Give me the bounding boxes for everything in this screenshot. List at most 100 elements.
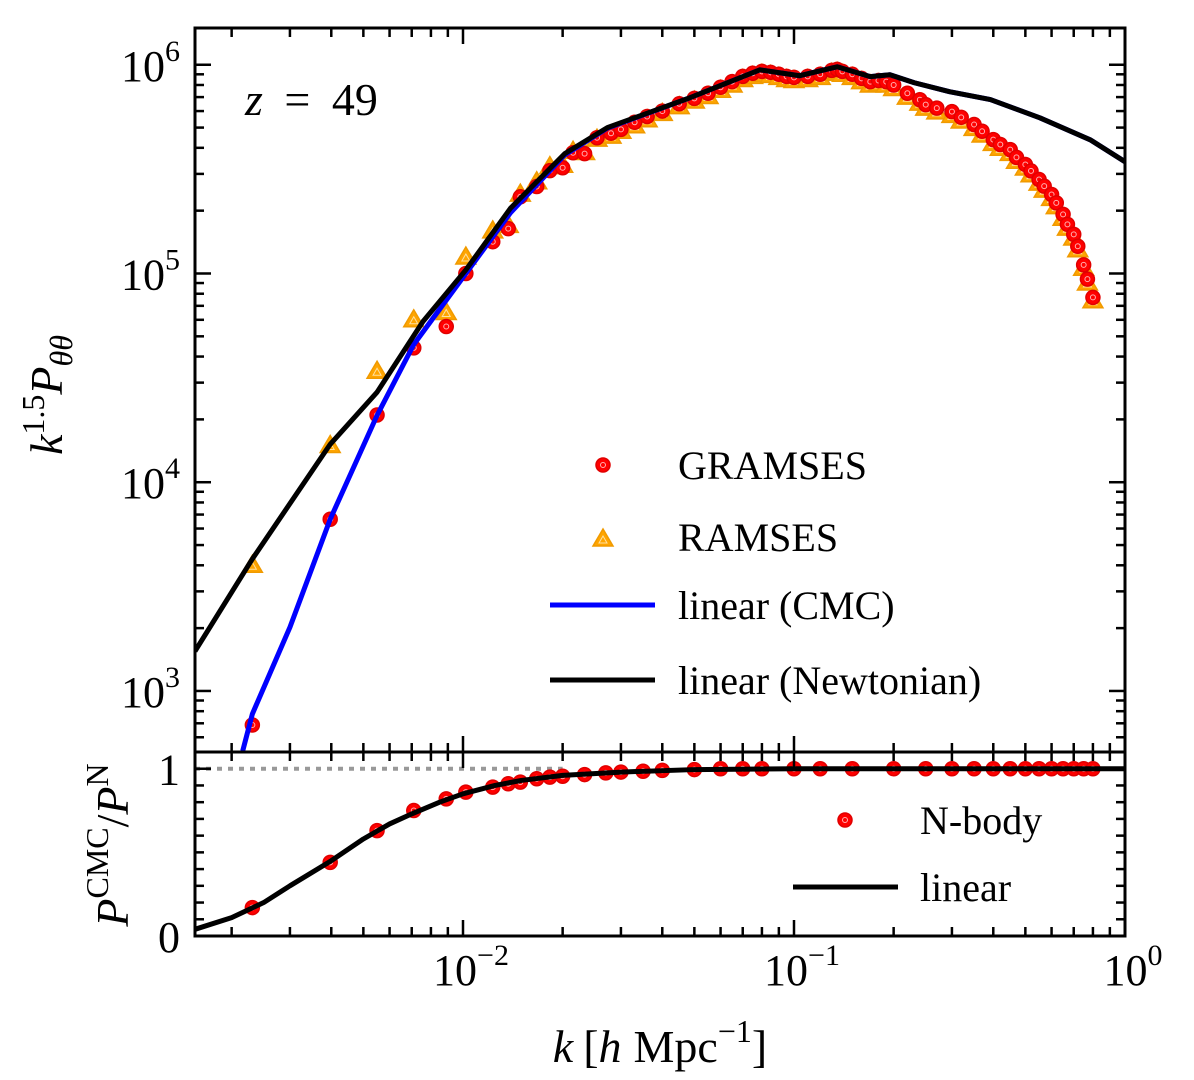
gramses-point (1079, 271, 1096, 287)
legend-nbody-circle (837, 812, 853, 828)
legend-gramses-circle-fill (595, 457, 611, 473)
x-tick-label-base: 10 (433, 946, 477, 995)
gramses-point (1075, 257, 1092, 273)
axes-frames (193, 26, 1127, 938)
gramses-point (953, 109, 969, 126)
gramses-point-inner (1074, 243, 1081, 250)
legend-marker-ramses (591, 527, 615, 547)
bottom-panel-frame (193, 750, 1127, 938)
gramses-point-inner (958, 114, 965, 121)
gramses-point-fill (1070, 238, 1086, 255)
legend-ramses-triangle-fill (591, 527, 615, 547)
bottom-panel-plot-area (195, 760, 1125, 932)
legend-gramses-circle-inner (600, 462, 606, 468)
legend-marker-gramses (595, 457, 611, 473)
y-tick-label: 104 (121, 452, 180, 508)
gramses-point (885, 77, 902, 93)
x-axis-label: k [h Mpc−1] (553, 1013, 767, 1072)
x-tick-label: 10−2 (433, 939, 509, 995)
gramses-point-inner (443, 323, 450, 330)
gramses-point-fill (974, 123, 990, 140)
gramses-point-inner (922, 101, 929, 108)
y-tick-label-base: 10 (121, 250, 165, 299)
gramses-point-inner (971, 121, 978, 128)
y-tick-label: 105 (121, 243, 180, 299)
gramses-point-inner (1007, 146, 1014, 153)
y-tick-label-exponent: 4 (165, 452, 180, 485)
ramses-point-inner (441, 308, 452, 318)
gramses-point-inner (617, 126, 624, 133)
legend-label-newtonian: linear (Newtonian) (678, 658, 981, 703)
ramses-point (402, 308, 426, 328)
legend-label-linear: linear (920, 865, 1011, 910)
bottom-y-axis-label: PCMC/PN (79, 763, 138, 927)
x-tick-label-base: 10 (764, 946, 808, 995)
legend-gramses-circle (595, 457, 611, 473)
y-tick-label-exponent: 3 (165, 661, 180, 694)
gramses-point-inner (979, 128, 986, 135)
redshift-annotation: z = 49 (244, 74, 378, 125)
y-tick-label-exponent: 6 (165, 35, 180, 68)
gramses-point (899, 85, 916, 102)
legend-label-gramses: GRAMSES (678, 443, 867, 488)
gramses-point-fill (929, 100, 945, 116)
y-tick-label: 103 (121, 661, 180, 717)
gramses-point-inner (505, 225, 512, 232)
x-tick-label: 10−1 (764, 939, 840, 995)
y-tick-label: 106 (121, 35, 180, 91)
gramses-point-fill (438, 318, 454, 335)
y-tick-label-base: 10 (121, 459, 165, 508)
ramses-point-fill (365, 359, 389, 380)
gramses-point (1048, 195, 1065, 211)
gramses-point-inner (1089, 294, 1096, 301)
legend-label-ramses: RAMSES (678, 515, 838, 560)
ramses-point-inner (372, 367, 382, 376)
gramses-point-inner (1070, 231, 1077, 238)
gramses-point-inner (1060, 211, 1067, 218)
ratio-y-tick-label: 0 (158, 913, 180, 962)
linear-newtonian-line (195, 64, 1125, 653)
legend-marker-nbody (837, 812, 853, 828)
ratio-y-tick-label: 1 (158, 746, 180, 795)
y-tick-label-base: 10 (121, 42, 165, 91)
gramses-point-inner (904, 90, 911, 97)
legend-label-cmc: linear (CMC) (678, 583, 895, 628)
legend-ramses-triangle-inner (598, 534, 608, 544)
x-tick-label-base: 10 (1104, 946, 1148, 995)
top-panel-plot-area (195, 60, 1125, 752)
gramses-point-inner (1064, 221, 1071, 228)
gramses-point-inner (890, 81, 897, 88)
gramses-point-inner (948, 108, 955, 115)
legend-nbody-circle-fill (837, 812, 853, 828)
gramses-point-inner (1027, 167, 1034, 174)
gramses-point-fill (1079, 271, 1096, 287)
gramses-point-inner (1080, 261, 1087, 268)
gramses-point (1085, 289, 1101, 306)
gramses-point (438, 318, 454, 335)
gramses-point (1070, 238, 1086, 255)
gramses-point (974, 123, 990, 140)
gramses-point-inner (608, 130, 615, 137)
gramses-point-inner (1084, 276, 1091, 283)
gramses-point-fill (576, 145, 593, 162)
gramses-point-inner (1053, 199, 1060, 206)
x-tick-label-exponent: −1 (808, 939, 840, 972)
gramses-point-inner (997, 141, 1004, 148)
gramses-point-inner (933, 105, 940, 112)
gramses-point-fill (953, 109, 969, 126)
gramses-point-inner (559, 164, 566, 171)
ramses-point-inner (408, 315, 419, 325)
linear-ratio-line (195, 766, 1125, 932)
gramses-point-fill (1085, 289, 1101, 306)
gramses-point-inner (1013, 154, 1020, 161)
gramses-point-fill (1048, 195, 1065, 211)
legend-label-nbody: N-body (920, 798, 1042, 843)
legend-nbody-circle-inner (842, 817, 848, 823)
gramses-point-inner (581, 150, 588, 157)
top-y-axis-label: k1.5Pθθ (15, 335, 79, 455)
bottom-legend: N-body linear (793, 798, 1042, 910)
gramses-point-fill (899, 85, 916, 102)
y-tick-label-exponent: 5 (165, 243, 180, 276)
